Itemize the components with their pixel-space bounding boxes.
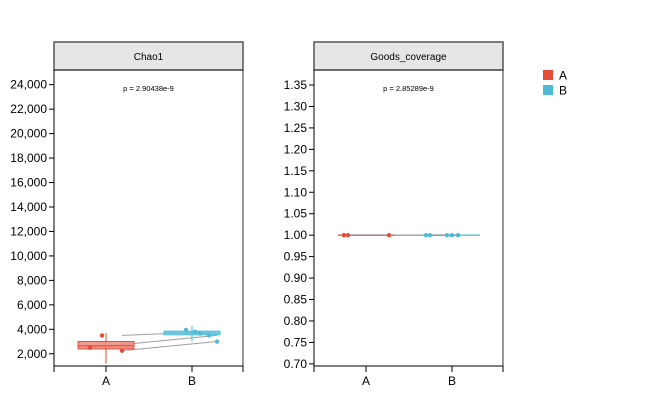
chao1-point-b xyxy=(214,339,220,344)
chao1-y-tick-label: 8,000 xyxy=(17,273,47,287)
goods-coverage-x-tick-label-b: B xyxy=(448,374,456,388)
goods-coverage-point-b xyxy=(427,232,433,238)
goods-coverage-panel: Goods_coverage p = 2.85289e-9 0.700.750.… xyxy=(284,41,504,388)
chao1-point-a xyxy=(99,333,105,338)
chao1-y-axis: 2,000 4,000 6,000 8,000 10,000 12,000 14,000 16… xyxy=(10,70,55,366)
goods-coverage-y-tick-label: 1.35 xyxy=(284,78,308,92)
goods-coverage-point-b xyxy=(455,232,461,238)
chao1-y-tick-label: 16,000 xyxy=(10,176,47,190)
chao1-point-b xyxy=(206,333,212,338)
goods-coverage-plot-frame xyxy=(313,69,504,367)
goods-coverage-point-b xyxy=(444,232,450,238)
goods-coverage-y-tick-label: 1.15 xyxy=(284,164,308,178)
chao1-panel: Chao1 p = 2.90438e-9 2,000 4,000 6,000 8,00… xyxy=(10,41,244,388)
goods-coverage-y-tick-label: 1.25 xyxy=(284,121,308,135)
chao1-x-tick-label-a: A xyxy=(102,374,110,388)
goods-coverage-x-tick-label-a: A xyxy=(362,374,370,388)
chao1-point-b xyxy=(192,329,198,334)
legend-item-a: A xyxy=(543,69,567,83)
chao1-point-b xyxy=(183,327,189,333)
legend-label-b: B xyxy=(559,84,567,98)
chao1-y-tick-label: 20,000 xyxy=(10,127,47,141)
chao1-title: Chao1 xyxy=(134,52,164,63)
chao1-y-tick-label: 22,000 xyxy=(10,102,47,116)
goods-coverage-y-tick-label: 0.80 xyxy=(284,314,308,328)
chao1-strip xyxy=(53,41,244,71)
goods-coverage-y-tick-label: 0.75 xyxy=(284,335,308,349)
chao1-y-tick-label: 14,000 xyxy=(10,200,47,214)
goods-coverage-y-axis: 0.70 0.75 0.80 0.85 0.90 0.95 1.00 1.05 1.10 1.15… xyxy=(284,70,315,371)
legend: A B xyxy=(543,69,567,98)
goods-coverage-y-tick-label: 1.20 xyxy=(284,142,308,156)
chao1-y-tick-label: 4,000 xyxy=(17,322,47,336)
legend-label-a: A xyxy=(559,69,567,83)
goods-coverage-title: Goods_coverage xyxy=(370,52,447,63)
chao1-x-tick-label-b: B xyxy=(188,374,196,388)
goods-coverage-point-a xyxy=(345,232,351,238)
chao1-point-b xyxy=(197,331,203,336)
goods-coverage-y-tick-label: 1.10 xyxy=(284,185,308,199)
chao1-point-a xyxy=(119,348,125,353)
goods-coverage-point-a xyxy=(386,232,392,238)
chao1-p-value: p = 2.90438e-9 xyxy=(123,84,174,93)
goods-coverage-point-b xyxy=(449,232,455,238)
goods-coverage-point-b xyxy=(423,232,429,238)
chao1-y-tick-label: 10,000 xyxy=(10,249,47,263)
goods-coverage-y-tick-label: 0.95 xyxy=(284,250,308,264)
chao1-point-a xyxy=(87,345,93,350)
goods-coverage-y-tick-label: 1.30 xyxy=(284,99,308,113)
legend-item-b: B xyxy=(543,84,567,98)
chao1-y-tick-label: 24,000 xyxy=(10,78,47,92)
goods-coverage-y-tick-label: 0.70 xyxy=(284,357,308,371)
chao1-y-tick-label: 2,000 xyxy=(17,347,47,361)
chao1-plot-frame xyxy=(53,69,244,367)
chao1-marks xyxy=(77,325,221,364)
chao1-y-tick-label: 12,000 xyxy=(10,224,47,238)
legend-swatch-b xyxy=(543,85,553,95)
goods-coverage-y-tick-label: 1.05 xyxy=(284,207,308,221)
goods-coverage-marks xyxy=(338,232,480,238)
chao1-y-tick-label: 18,000 xyxy=(10,151,47,165)
goods-coverage-y-tick-label: 0.85 xyxy=(284,293,308,307)
goods-coverage-y-tick-label: 0.90 xyxy=(284,271,308,285)
goods-coverage-y-tick-label: 1.00 xyxy=(284,228,308,242)
chao1-box-a xyxy=(77,341,135,350)
legend-swatch-a xyxy=(543,70,553,80)
chao1-paired-line xyxy=(121,341,218,352)
goods-coverage-strip xyxy=(313,41,504,71)
goods-coverage-p-value: p = 2.85289e-9 xyxy=(383,84,434,93)
goods-coverage-point-a xyxy=(341,232,347,238)
chao1-y-tick-label: 6,000 xyxy=(17,298,47,312)
